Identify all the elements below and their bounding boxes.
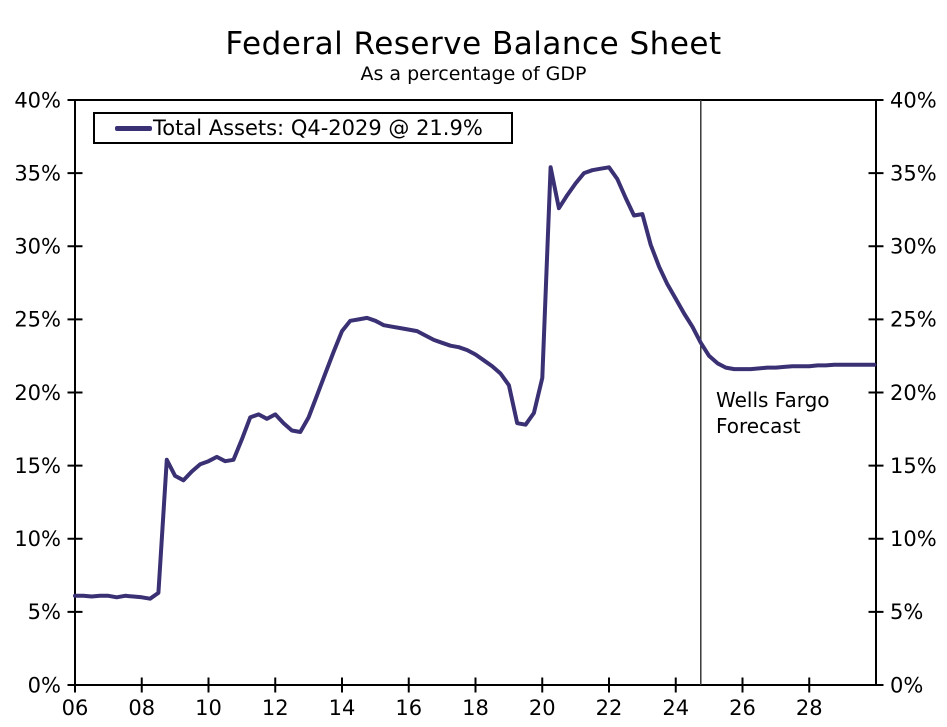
y-axis-tick-label-left: 40% bbox=[14, 88, 61, 112]
chart-title: Federal Reserve Balance Sheet bbox=[225, 26, 722, 62]
y-axis-tick-label-right: 40% bbox=[890, 88, 937, 112]
y-axis-tick-label-left: 15% bbox=[14, 454, 61, 478]
legend-box: Total Assets: Q4-2029 @ 21.9% bbox=[93, 112, 513, 144]
forecast-annotation-line1: Wells Fargo bbox=[716, 388, 830, 412]
x-axis-tick-label: 16 bbox=[395, 696, 422, 720]
forecast-annotation-line2: Forecast bbox=[716, 413, 801, 438]
legend-label: Total Assets: Q4-2029 @ 21.9% bbox=[153, 116, 483, 140]
y-axis-tick-label-right: 15% bbox=[890, 454, 937, 478]
x-axis-tick-label: 12 bbox=[262, 696, 289, 720]
y-axis-tick-label-right: 35% bbox=[890, 161, 937, 185]
y-axis-tick-label-left: 5% bbox=[28, 600, 61, 624]
total-assets-line bbox=[73, 165, 877, 601]
y-axis-tick-label-right: 25% bbox=[890, 308, 937, 332]
x-axis-tick-label: 22 bbox=[596, 696, 623, 720]
y-axis-tick-label-right: 5% bbox=[890, 600, 923, 624]
y-axis-tick-label-left: 10% bbox=[14, 527, 61, 551]
x-axis-tick-label: 28 bbox=[796, 696, 823, 720]
x-axis-tick-label: 18 bbox=[462, 696, 489, 720]
x-axis-tick-label: 14 bbox=[329, 696, 356, 720]
y-axis-tick-label-left: 35% bbox=[14, 161, 61, 185]
x-axis-tick-label: 24 bbox=[662, 696, 689, 720]
x-axis-tick-label: 06 bbox=[62, 696, 89, 720]
y-axis-tick-label-right: 0% bbox=[890, 673, 923, 697]
y-axis-tick-label-left: 0% bbox=[28, 673, 61, 697]
y-axis-tick-label-right: 30% bbox=[890, 235, 937, 259]
y-axis-tick-label-right: 20% bbox=[890, 381, 937, 405]
legend-line-swatch bbox=[115, 125, 152, 131]
y-axis-tick-label-left: 20% bbox=[14, 381, 61, 405]
x-axis-tick-label: 20 bbox=[529, 696, 556, 720]
y-axis-tick-label-left: 30% bbox=[14, 235, 61, 259]
forecast-annotation: Wells Fargo Forecast bbox=[716, 388, 830, 439]
x-axis-tick-label: 26 bbox=[729, 696, 756, 720]
chart-subtitle: As a percentage of GDP bbox=[360, 63, 587, 85]
x-axis-tick-label: 08 bbox=[128, 696, 155, 720]
y-axis-tick-label-right: 10% bbox=[890, 527, 937, 551]
x-axis-tick-label: 10 bbox=[195, 696, 222, 720]
y-axis-tick-label-left: 25% bbox=[14, 308, 61, 332]
